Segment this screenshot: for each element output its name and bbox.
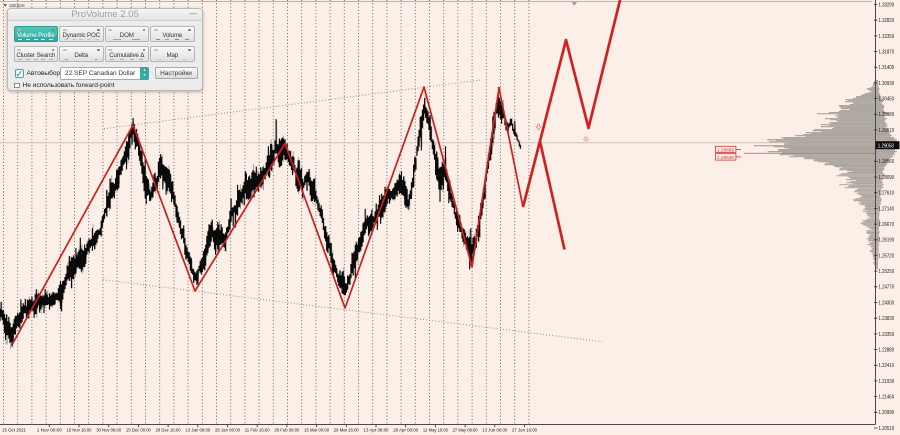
svg-text:1.24300: 1.24300 [879,300,895,306]
svg-text:1.25250: 1.25250 [879,269,895,275]
svg-text:28 Jan 00:00: 28 Jan 00:00 [215,428,240,433]
svg-text:1.29058: 1.29058 [878,143,894,149]
svg-text:28 Feb 08:00: 28 Feb 08:00 [274,428,299,433]
svg-text:1.30930: 1.30930 [879,81,895,87]
svg-text:1.29980: 1.29980 [879,112,895,118]
svg-text:11 Feb 16:00: 11 Feb 16:00 [245,428,270,433]
svg-text:13 Jun 00:00: 13 Jun 00:00 [482,428,507,433]
svg-text:1 Nov 00:00: 1 Nov 00:00 [37,428,62,433]
svg-text:1.26190: 1.26190 [879,238,895,244]
svg-text:1.20990: 1.20990 [879,410,895,416]
svg-text:13 Apr 08:00: 13 Apr 08:00 [364,428,389,433]
svg-text:1.23830: 1.23830 [879,316,895,322]
svg-text:1.22880: 1.22880 [879,348,895,354]
svg-text:27 May 08:00: 27 May 08:00 [453,428,478,433]
svg-text:1.31400: 1.31400 [879,65,895,71]
svg-text:1.28090: 1.28090 [879,175,895,181]
svg-text:1.27140: 1.27140 [879,206,895,212]
svg-text:29 Dec 16:00: 29 Dec 16:00 [156,428,181,433]
svg-text:29 Mar 16:00: 29 Mar 16:00 [334,428,359,433]
svg-text:1.21930: 1.21930 [879,379,895,385]
svg-text:1.24770: 1.24770 [879,285,895,291]
svg-text:1.31870: 1.31870 [879,50,895,56]
svg-text:1.30450: 1.30450 [879,97,895,103]
svg-text:15 Oct 2021: 15 Oct 2021 [2,428,26,433]
svg-text:1.25720: 1.25720 [879,253,895,259]
svg-text:15 Mar 00:00: 15 Mar 00:00 [304,428,329,433]
svg-text:15 Nov 16:00: 15 Nov 16:00 [67,428,92,433]
svg-text:27 Jun 16:00: 27 Jun 16:00 [512,428,537,433]
svg-text:1.23350: 1.23350 [879,332,895,338]
svg-text:1.21460: 1.21460 [879,395,895,401]
svg-text:13 Jan 08:00: 13 Jan 08:00 [185,428,210,433]
svg-text:30 Nov 08:00: 30 Nov 08:00 [96,428,121,433]
svg-text:1.33290: 1.33290 [879,2,895,8]
svg-text:1.28858: 1.28858 [717,147,734,152]
svg-text:1.20510: 1.20510 [879,426,895,432]
svg-text:1.32820: 1.32820 [879,18,895,24]
svg-text:1.22410: 1.22410 [879,363,895,369]
svg-text:1.32350: 1.32350 [879,34,895,40]
svg-text:15 Dec 00:00: 15 Dec 00:00 [126,428,151,433]
svg-text:1.26670: 1.26670 [879,222,895,228]
svg-text:1.28630: 1.28630 [717,155,734,160]
svg-text:1.27610: 1.27610 [879,191,895,197]
svg-text:USDCAD,H4: USDCAD,H4 [9,3,25,8]
svg-text:28 Apr 00:00: 28 Apr 00:00 [393,428,418,433]
svg-text:12 May 16:00: 12 May 16:00 [423,428,448,433]
svg-text:1.28560: 1.28560 [879,159,895,165]
svg-text:1.29510: 1.29510 [879,128,895,134]
